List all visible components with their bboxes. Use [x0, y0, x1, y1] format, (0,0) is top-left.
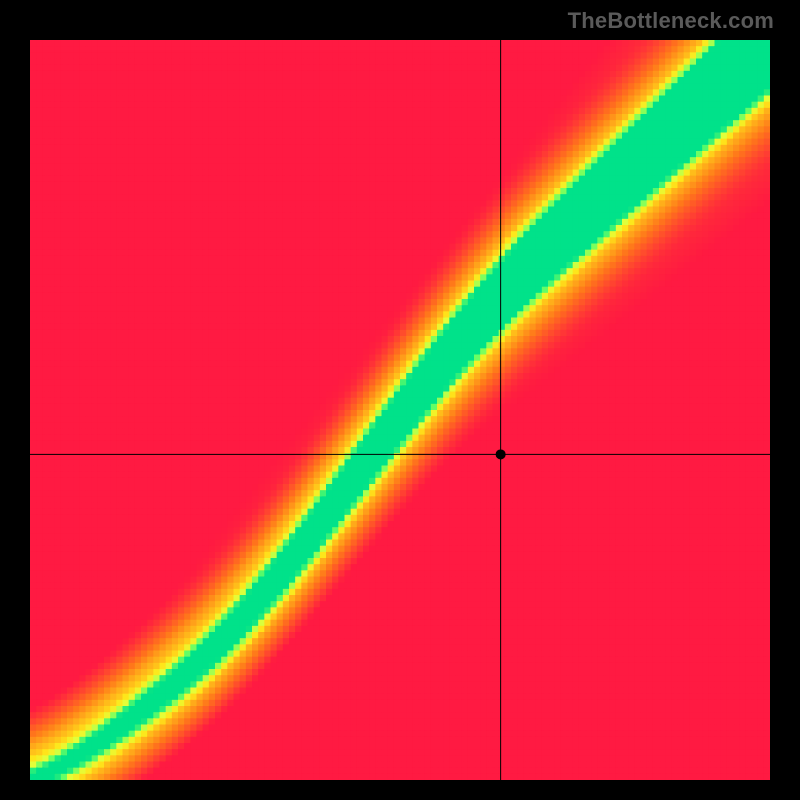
figure-root: TheBottleneck.com: [0, 0, 800, 800]
watermark-text: TheBottleneck.com: [568, 8, 774, 34]
bottleneck-heatmap: [30, 40, 770, 780]
